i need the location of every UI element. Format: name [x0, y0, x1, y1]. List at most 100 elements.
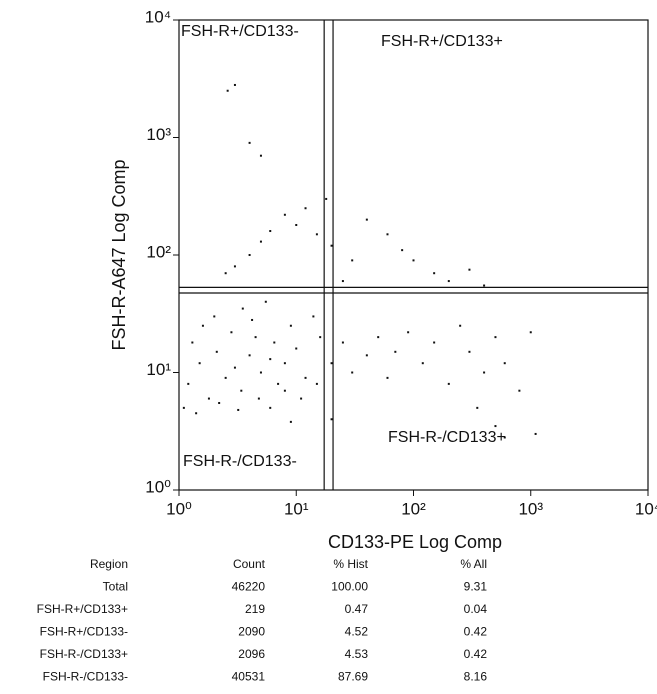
y-tick-label: 10⁴	[145, 7, 171, 26]
dot	[518, 389, 521, 392]
y-tick-label: 10⁰	[145, 477, 171, 496]
table-cell: 40531	[232, 670, 266, 684]
dot	[187, 382, 190, 385]
dot	[201, 324, 204, 327]
quadrant-label: FSH-R-/CD133-	[183, 453, 297, 470]
quadrant-label: FSH-R-/CD133+	[388, 429, 506, 446]
dot	[264, 300, 267, 303]
dot	[248, 254, 251, 256]
dot	[198, 362, 201, 365]
dot	[351, 371, 354, 374]
table-cell: 8.16	[464, 670, 488, 684]
dot	[259, 371, 262, 374]
dot	[289, 420, 292, 423]
dot	[330, 362, 333, 365]
quadrant-label: FSH-R+/CD133-	[181, 23, 299, 40]
table-header: % Hist	[333, 557, 368, 571]
table-cell: 0.42	[464, 625, 488, 639]
table-cell: 87.69	[338, 670, 368, 684]
dot	[447, 382, 450, 385]
dot	[534, 432, 537, 435]
dot	[283, 389, 286, 392]
dot	[207, 397, 210, 400]
dot	[224, 376, 227, 379]
dot	[330, 418, 333, 421]
dot	[226, 89, 229, 92]
dot	[213, 315, 216, 318]
dot	[365, 218, 368, 221]
dot	[315, 233, 318, 236]
dot	[468, 268, 471, 271]
table-cell: FSH-R-/CD133-	[43, 670, 128, 684]
dot	[377, 336, 380, 339]
dot	[233, 265, 236, 268]
dot	[483, 371, 486, 374]
dot	[304, 376, 307, 379]
dot	[386, 233, 389, 236]
dot	[401, 249, 404, 252]
dot	[233, 366, 236, 369]
dot	[315, 382, 318, 385]
dot	[224, 272, 227, 275]
dot	[269, 406, 272, 409]
dot	[283, 362, 286, 365]
dot	[295, 347, 298, 350]
dot	[230, 331, 233, 334]
dot	[248, 354, 251, 357]
dot	[195, 412, 198, 415]
table-cell: 0.04	[464, 602, 488, 616]
x-axis-label: CD133-PE Log Comp	[328, 532, 502, 552]
dot	[312, 315, 315, 318]
dot	[304, 207, 307, 210]
table-cell: 0.42	[464, 647, 488, 661]
table-cell: 100.00	[331, 580, 368, 594]
dot	[351, 259, 354, 262]
table-header: Region	[90, 557, 128, 571]
table-header: % All	[460, 557, 487, 571]
x-tick-label: 10³	[518, 499, 543, 518]
dot	[503, 362, 506, 365]
dot	[218, 402, 221, 405]
dot	[433, 341, 436, 344]
dot	[240, 389, 243, 392]
table-cell: 219	[245, 602, 265, 616]
dot	[269, 358, 272, 361]
dot	[330, 244, 333, 247]
y-tick-label: 10¹	[146, 360, 171, 379]
dot	[259, 154, 262, 157]
dot	[248, 141, 251, 144]
dot	[529, 331, 532, 334]
dot	[365, 354, 368, 357]
dot	[341, 341, 344, 344]
dot	[269, 230, 272, 233]
table-cell: 4.53	[345, 647, 369, 661]
dot	[215, 350, 218, 353]
y-tick-label: 10³	[146, 125, 171, 144]
dot	[300, 397, 303, 400]
dot	[273, 341, 276, 344]
dot	[319, 336, 322, 339]
dot	[483, 284, 486, 287]
dot	[394, 350, 397, 353]
dot	[182, 406, 185, 409]
dot	[407, 331, 410, 334]
table-cell: 2090	[238, 625, 265, 639]
table-cell: FSH-R+/CD133+	[37, 602, 128, 616]
dot	[459, 324, 462, 327]
x-tick-label: 10²	[401, 499, 426, 518]
dot	[257, 397, 260, 400]
x-tick-label: 10⁴	[635, 499, 657, 518]
dot	[191, 341, 194, 344]
table-cell: 9.31	[464, 580, 488, 594]
dot	[447, 280, 450, 283]
dot	[412, 259, 415, 262]
dot	[341, 280, 344, 283]
dot	[283, 213, 286, 216]
table-cell: Total	[103, 580, 128, 594]
dot	[254, 336, 257, 339]
dot	[476, 406, 479, 409]
y-axis-label: FSH-R-A647 Log Comp	[109, 159, 129, 350]
dot	[468, 350, 471, 353]
dot	[289, 324, 292, 327]
